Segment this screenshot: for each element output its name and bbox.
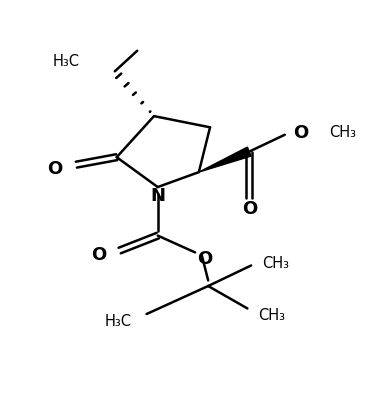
Text: CH₃: CH₃ <box>262 256 289 271</box>
Text: O: O <box>47 160 62 178</box>
Text: O: O <box>197 249 212 267</box>
Polygon shape <box>199 148 251 173</box>
Text: O: O <box>91 246 107 264</box>
Text: N: N <box>150 186 165 204</box>
Text: CH₃: CH₃ <box>258 307 286 322</box>
Text: O: O <box>293 124 309 142</box>
Text: CH₃: CH₃ <box>330 125 357 140</box>
Text: H₃C: H₃C <box>52 53 79 68</box>
Text: O: O <box>242 200 257 218</box>
Text: H₃C: H₃C <box>105 313 132 328</box>
